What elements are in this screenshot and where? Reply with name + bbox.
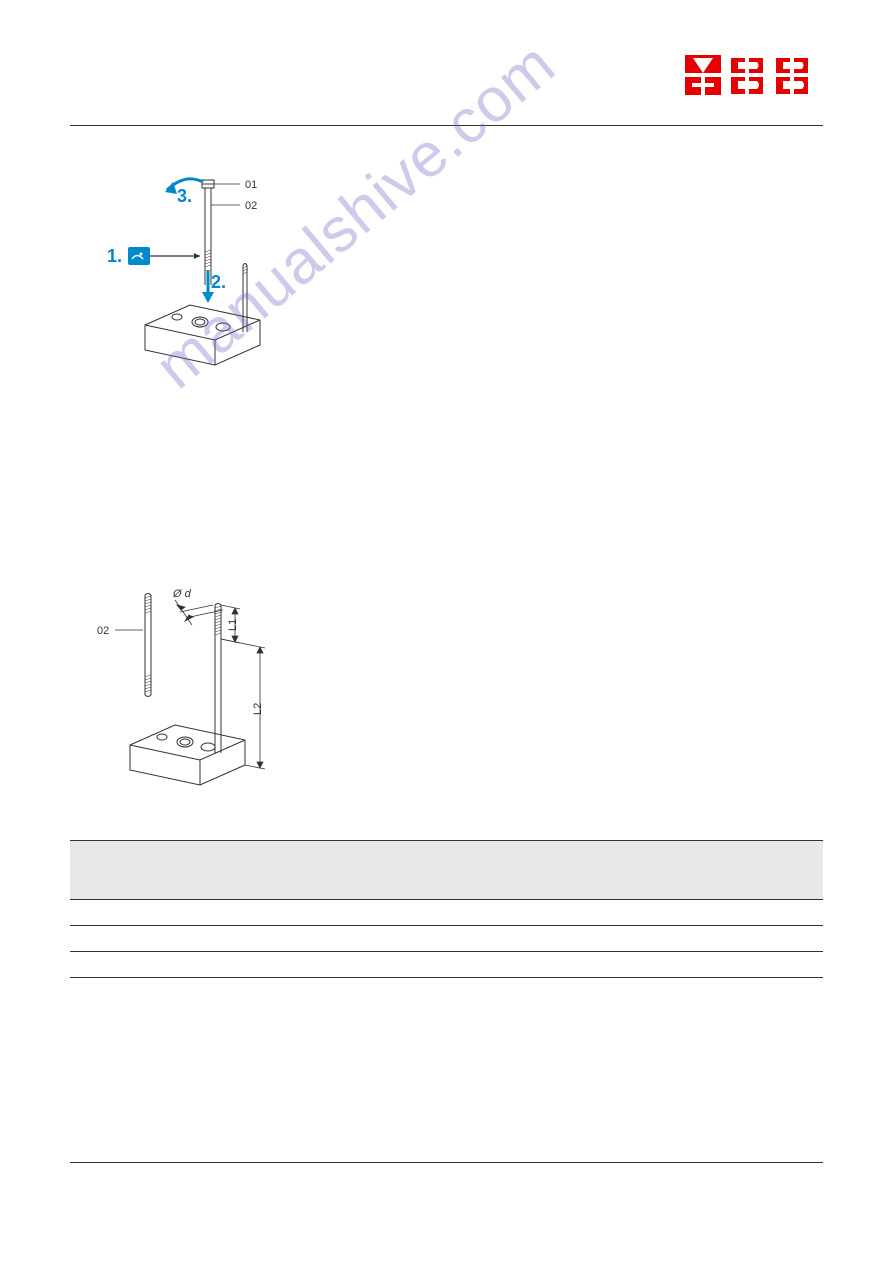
dim-l1: L1 [227, 619, 239, 631]
svg-text:3.: 3. [177, 186, 192, 206]
table-row [70, 952, 823, 978]
data-table [70, 840, 823, 978]
abb-logo-svg [683, 50, 823, 100]
brand-logo [683, 50, 823, 105]
bottom-divider [70, 1162, 823, 1163]
step-3-arrow: 3. [165, 179, 203, 206]
table-header [70, 840, 823, 900]
step-1-icon: 1. [107, 246, 200, 266]
svg-text:2.: 2. [211, 272, 226, 292]
label-01: 01 [245, 179, 257, 191]
top-divider [70, 125, 823, 126]
label-02: 02 [245, 200, 257, 212]
step-2-arrow: 2. [202, 270, 226, 303]
table-row [70, 926, 823, 952]
svg-text:1.: 1. [107, 246, 122, 266]
figure-2-svg: 02 Ø d [95, 565, 305, 795]
label-02-fig2: 02 [97, 625, 109, 637]
figure-2: 02 Ø d [95, 565, 305, 795]
dim-diameter: Ø d [172, 588, 192, 600]
figure-1: 01 02 1. 2. 3. [95, 170, 305, 370]
figure-1-svg: 01 02 1. 2. 3. [95, 170, 305, 370]
dim-l2: L2 [252, 703, 264, 715]
table-row [70, 900, 823, 926]
